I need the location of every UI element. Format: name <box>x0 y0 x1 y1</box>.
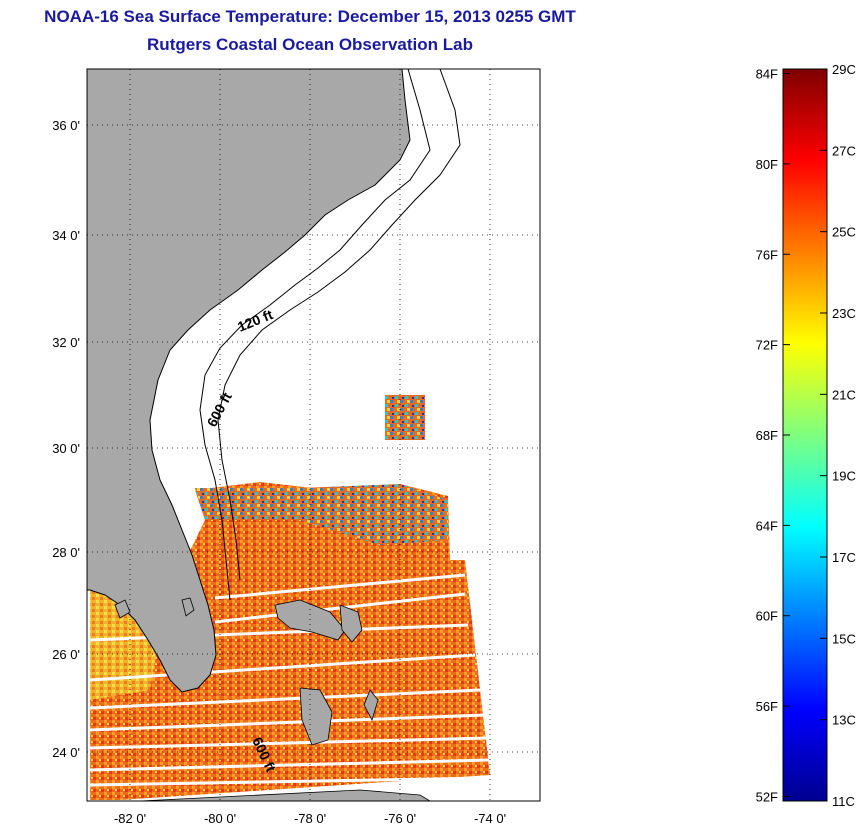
colorbar-label-f: 52F <box>756 789 778 804</box>
colorbar-label-f: 76F <box>756 247 778 262</box>
colorbar-label-c: 27C <box>832 143 856 158</box>
lat-tick-26: 26 0' <box>52 647 80 662</box>
colorbar-label-c: 15C <box>832 631 856 646</box>
lat-tick-36: 36 0' <box>52 118 80 133</box>
map-subtitle: Rutgers Coastal Ocean Observation Lab <box>147 35 473 54</box>
land-us-east-coast <box>87 69 411 693</box>
colorbar-label-c: 23C <box>832 306 856 321</box>
lon-tick-78: -78 0' <box>294 811 326 826</box>
depth-contours <box>199 69 461 601</box>
lat-tick-30: 30 0' <box>52 441 80 456</box>
colorbar-label-f: 84F <box>756 67 778 82</box>
colorbar-label-f: 64F <box>756 518 778 533</box>
colorbar-label-c: 13C <box>832 713 856 728</box>
map-title: NOAA-16 Sea Surface Temperature: Decembe… <box>44 7 576 26</box>
colorbar-label-f: 60F <box>756 609 778 624</box>
colorbar-label-c: 29C <box>832 62 856 77</box>
lon-tick-74: -74 0' <box>474 811 506 826</box>
lat-tick-24: 24 0' <box>52 745 80 760</box>
colorbar-label-f: 56F <box>756 699 778 714</box>
colorbar-label-c: 11C <box>832 794 855 809</box>
lon-tick-82: -82 0' <box>114 811 146 826</box>
lat-tick-34: 34 0' <box>52 228 80 243</box>
colorbar-label-c: 17C <box>832 550 856 565</box>
colorbar-label-f: 68F <box>756 428 778 443</box>
colorbar <box>782 68 828 802</box>
lat-tick-32: 32 0' <box>52 335 80 350</box>
colorbar-label-c: 19C <box>832 469 856 484</box>
map-gridlines <box>87 69 540 801</box>
colorbar-label-c: 21C <box>832 387 856 402</box>
colorbar-label-f: 72F <box>756 338 778 353</box>
colorbar-label-f: 80F <box>756 157 778 172</box>
colorbar-label-c: 25C <box>832 225 856 240</box>
land-cuba <box>139 789 431 801</box>
lat-tick-28: 28 0' <box>52 545 80 560</box>
lon-tick-80: -80 0' <box>204 811 236 826</box>
lon-tick-76: -76 0' <box>384 811 416 826</box>
